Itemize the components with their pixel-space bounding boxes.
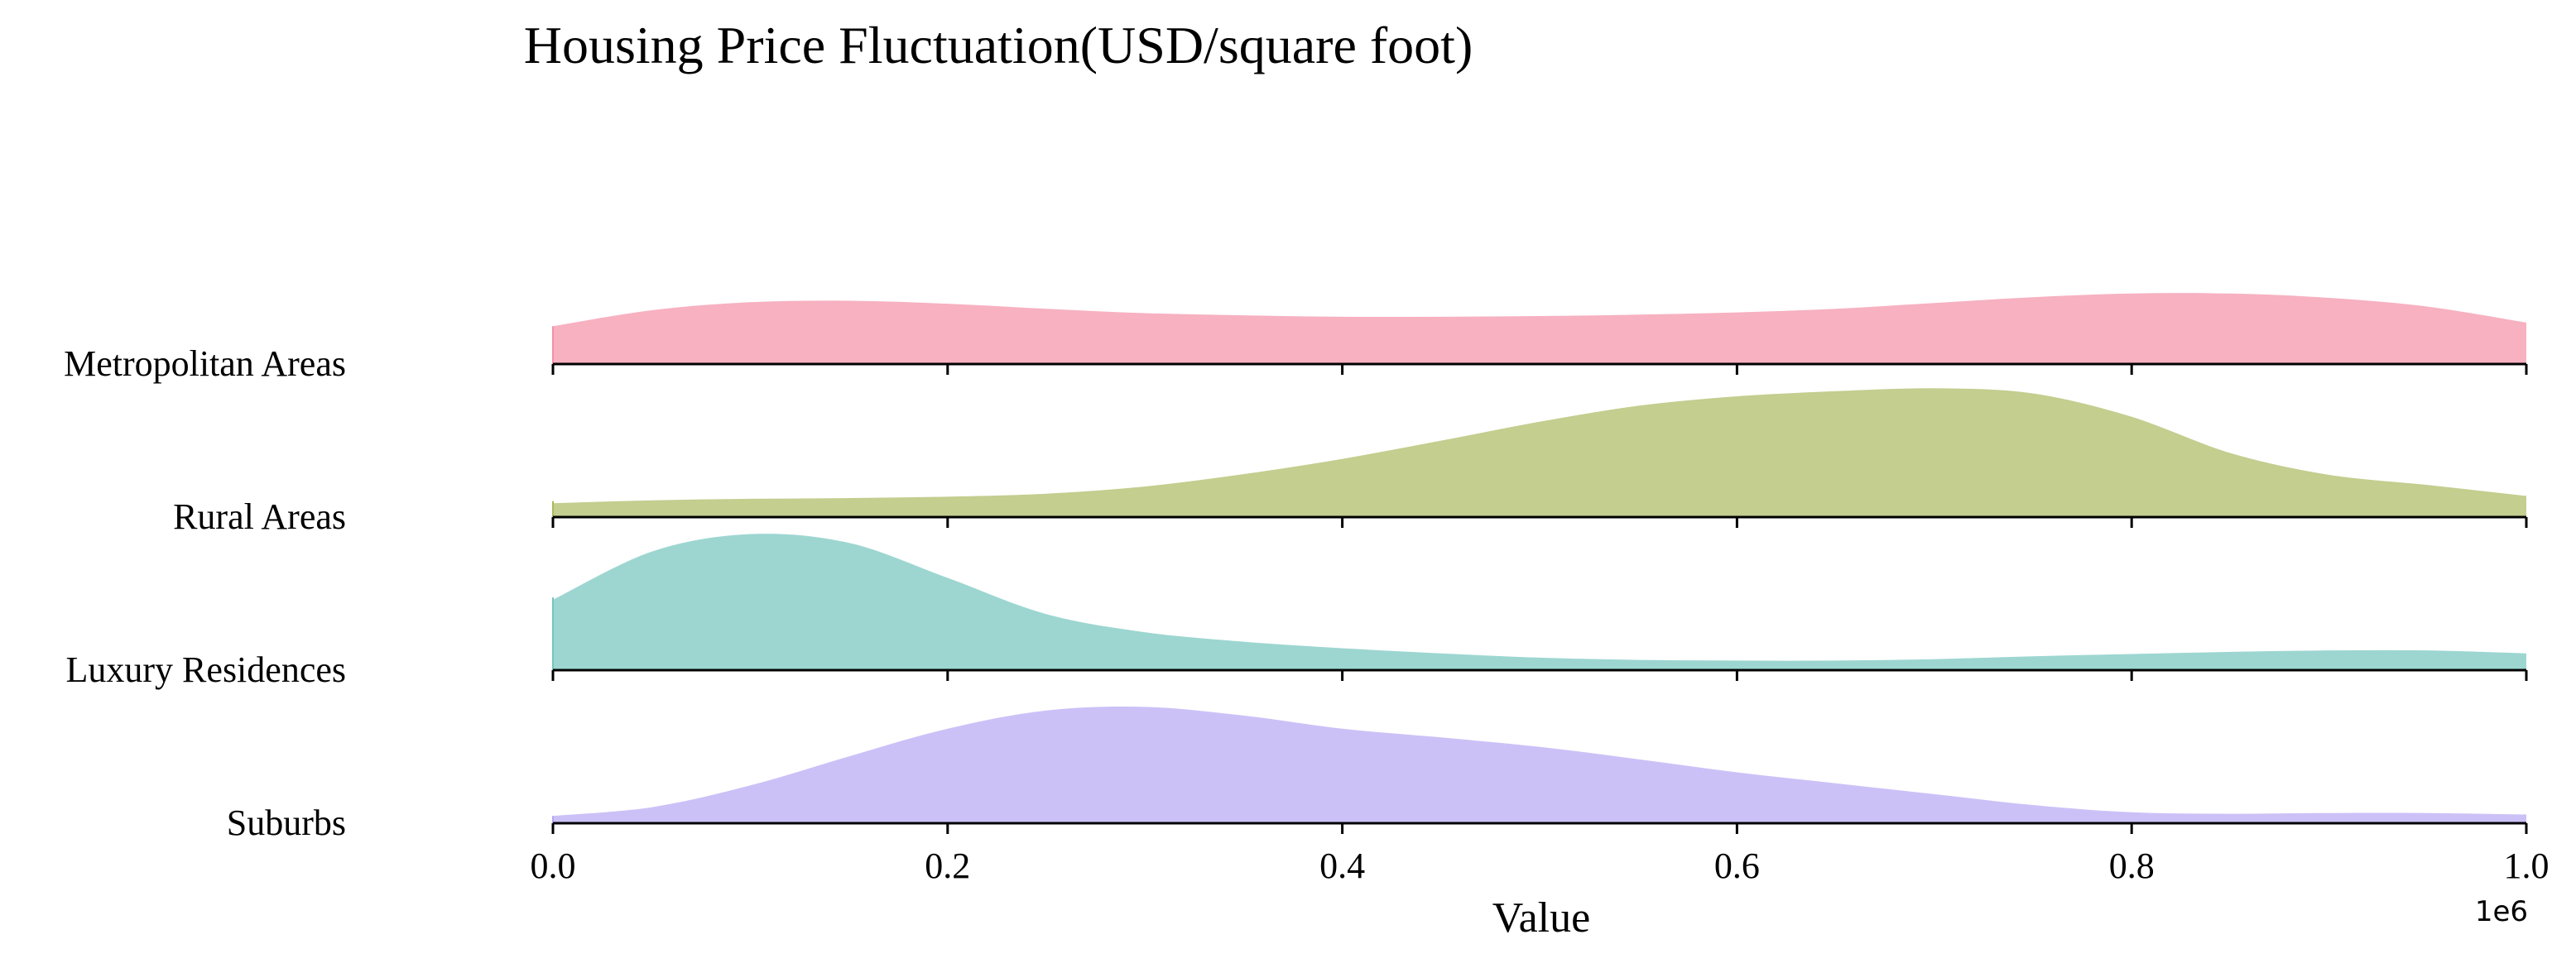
category-label-rural-areas: Rural Areas	[173, 496, 346, 537]
ridge-area-luxury-residences	[553, 531, 2526, 670]
x-tick-label: 0.8	[2109, 846, 2155, 886]
x-tick-label: 0.6	[1714, 846, 1760, 886]
x-tick-label: 1.0	[2504, 846, 2550, 886]
ridge-metropolitan-areas	[551, 293, 2528, 375]
category-label-suburbs: Suburbs	[227, 803, 346, 843]
ridge-area-suburbs	[553, 707, 2526, 823]
ridge-area-metropolitan-areas	[553, 293, 2526, 364]
chart-title: Housing Price Fluctuation(USD/square foo…	[524, 16, 1473, 74]
x-tick-label: 0.2	[925, 846, 970, 886]
ridge-area-rural-areas	[553, 386, 2526, 517]
category-label-luxury-residences: Luxury Residences	[66, 649, 346, 690]
x-tick-label: 0.0	[531, 846, 576, 886]
ridge-rural-areas	[551, 384, 2528, 528]
x-axis-multiplier: 1e6	[2475, 895, 2528, 928]
x-axis: 0.0 0.2 0.4 0.6 0.8 1.0	[531, 846, 2550, 886]
ridge-luxury-residences	[551, 530, 2528, 681]
x-tick-label: 0.4	[1319, 846, 1365, 886]
category-label-metropolitan-areas: Metropolitan Areas	[64, 343, 346, 384]
ridges-group	[551, 293, 2528, 834]
ridge-outline-luxury-residences	[551, 530, 2527, 661]
x-axis-label: Value	[1492, 894, 1590, 942]
ridge-suburbs	[551, 707, 2528, 834]
ridge-outline-rural-areas	[552, 384, 2527, 504]
